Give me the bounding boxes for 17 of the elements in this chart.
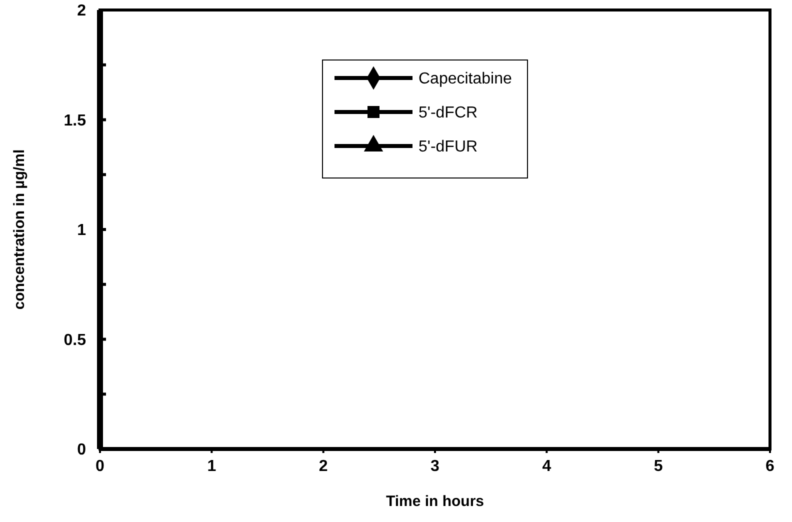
x-axis-title: Time in hours — [386, 493, 484, 510]
legend-label: 5'-dFCR — [418, 104, 478, 122]
x-tick-label: 2 — [318, 458, 328, 475]
x-tick-label: 4 — [542, 458, 552, 475]
x-tick-label: 1 — [207, 458, 216, 475]
x-tick-label: 5 — [654, 458, 663, 475]
x-tick-label: 6 — [766, 458, 775, 475]
y-tick-label: 1.5 — [64, 112, 86, 130]
y-axis-title: concentration in µg/ml — [11, 149, 28, 310]
y-tick-label: 1 — [77, 222, 86, 240]
y-tick-label: 0 — [77, 442, 86, 459]
x-tick-label: 3 — [430, 458, 440, 475]
legend-label: 5'-dFUR — [418, 138, 478, 156]
y-tick-label: 2 — [77, 2, 86, 20]
x-tick-label: 0 — [96, 458, 105, 475]
y-tick-label: 0.5 — [64, 332, 86, 349]
legend-label: Capecitabine — [418, 70, 512, 88]
